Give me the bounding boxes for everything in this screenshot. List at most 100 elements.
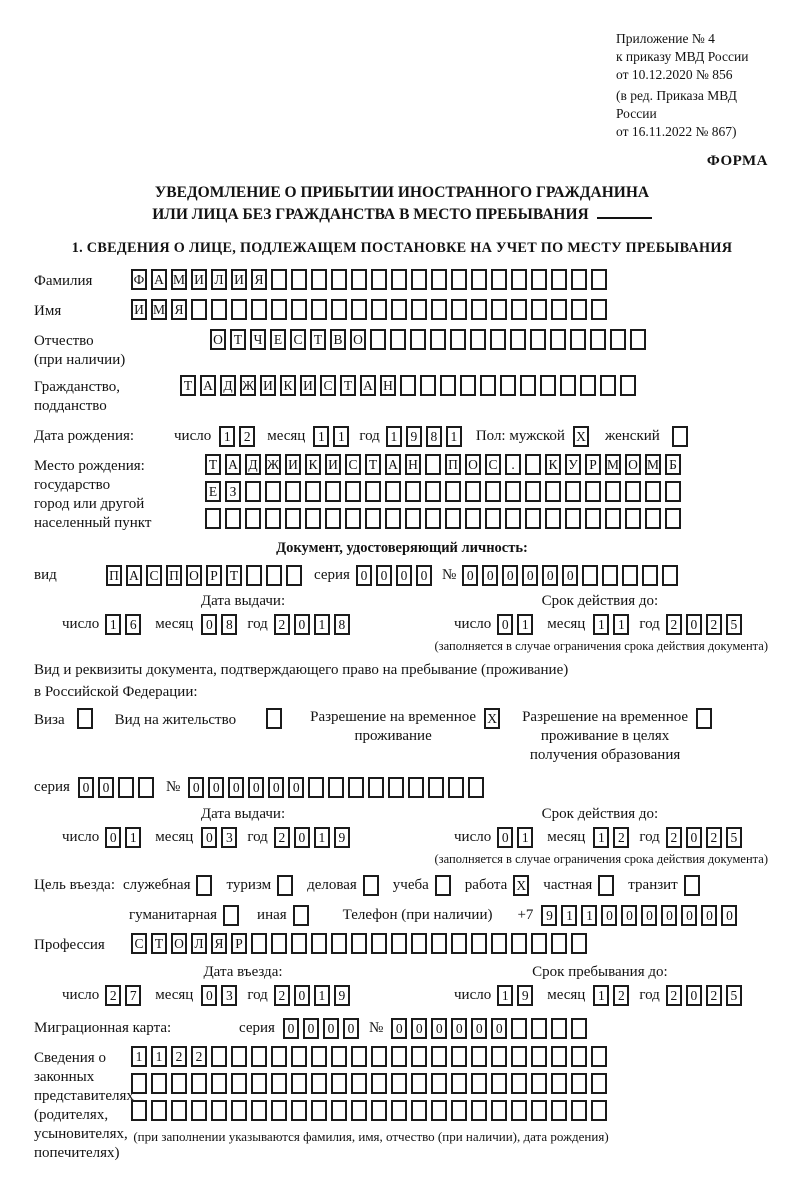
char-box[interactable]: О — [210, 329, 226, 350]
char-box[interactable] — [625, 481, 641, 502]
char-box[interactable] — [510, 329, 526, 350]
char-box[interactable] — [471, 269, 487, 290]
char-box[interactable] — [305, 481, 321, 502]
char-box[interactable] — [271, 933, 287, 954]
char-box[interactable] — [470, 329, 486, 350]
char-box[interactable]: 0 — [201, 827, 218, 848]
char-box[interactable]: 2 — [171, 1046, 187, 1067]
char-box[interactable] — [291, 1046, 307, 1067]
char-box[interactable] — [431, 933, 447, 954]
char-box[interactable] — [551, 299, 567, 320]
char-box[interactable]: С — [345, 454, 361, 475]
char-box[interactable]: 0 — [201, 985, 218, 1006]
char-box[interactable] — [465, 508, 481, 529]
char-box[interactable] — [371, 299, 387, 320]
char-box[interactable] — [231, 1100, 247, 1121]
char-box[interactable]: 0 — [77, 777, 94, 798]
char-box[interactable]: 1 — [313, 426, 330, 447]
char-box[interactable] — [570, 329, 586, 350]
char-box[interactable] — [331, 1100, 347, 1121]
char-box[interactable] — [371, 933, 387, 954]
char-box[interactable] — [311, 299, 327, 320]
char-box[interactable] — [451, 1073, 467, 1094]
char-box[interactable]: Л — [211, 269, 227, 290]
char-box[interactable]: 2 — [665, 614, 682, 635]
char-box[interactable]: 0 — [497, 614, 514, 635]
char-box[interactable] — [246, 565, 262, 586]
char-box[interactable]: 9 — [517, 985, 534, 1006]
char-box[interactable] — [196, 875, 213, 896]
char-box[interactable]: 0 — [685, 614, 702, 635]
char-box[interactable] — [531, 1018, 548, 1039]
char-box[interactable] — [271, 269, 287, 290]
char-box[interactable]: 1 — [593, 985, 610, 1006]
char-box[interactable] — [191, 1073, 207, 1094]
char-box[interactable]: 0 — [188, 777, 205, 798]
char-box[interactable] — [431, 269, 447, 290]
char-box[interactable]: 2 — [239, 426, 256, 447]
char-box[interactable]: З — [225, 481, 241, 502]
char-box[interactable]: 7 — [125, 985, 142, 1006]
char-box[interactable]: 0 — [681, 905, 698, 926]
char-box[interactable] — [331, 933, 347, 954]
char-box[interactable] — [696, 708, 713, 729]
char-box[interactable] — [465, 481, 481, 502]
char-box[interactable] — [271, 1073, 287, 1094]
char-box[interactable]: Л — [191, 933, 207, 954]
char-box[interactable] — [585, 481, 601, 502]
char-box[interactable] — [365, 481, 381, 502]
char-box[interactable] — [445, 481, 461, 502]
char-box[interactable] — [491, 1073, 507, 1094]
char-box[interactable]: 1 — [385, 426, 402, 447]
char-box[interactable] — [266, 708, 283, 729]
char-box[interactable] — [291, 933, 307, 954]
char-box[interactable]: 1 — [517, 614, 534, 635]
char-box[interactable]: И — [260, 375, 276, 396]
char-box[interactable] — [291, 299, 307, 320]
char-box[interactable] — [665, 481, 681, 502]
char-box[interactable]: Т — [365, 454, 381, 475]
char-box[interactable] — [385, 481, 401, 502]
char-box[interactable] — [345, 508, 361, 529]
char-box[interactable]: 0 — [208, 777, 225, 798]
char-box[interactable]: 3 — [221, 985, 238, 1006]
char-box[interactable] — [311, 1073, 327, 1094]
char-box[interactable]: М — [151, 299, 167, 320]
char-box[interactable]: 0 — [355, 565, 372, 586]
char-box[interactable] — [351, 1100, 367, 1121]
char-box[interactable] — [348, 777, 365, 798]
char-box[interactable] — [451, 1100, 467, 1121]
char-box[interactable]: 2 — [665, 827, 682, 848]
char-box[interactable] — [451, 933, 467, 954]
char-box[interactable]: Д — [220, 375, 236, 396]
char-box[interactable]: Д — [245, 454, 261, 475]
char-box[interactable] — [345, 481, 361, 502]
char-box[interactable] — [451, 269, 467, 290]
char-box[interactable]: 2 — [273, 985, 290, 1006]
char-box[interactable] — [286, 565, 302, 586]
char-box[interactable] — [485, 481, 501, 502]
char-box[interactable] — [551, 1018, 568, 1039]
char-box[interactable] — [571, 933, 587, 954]
char-box[interactable] — [460, 375, 476, 396]
char-box[interactable]: 0 — [562, 565, 579, 586]
char-box[interactable] — [391, 269, 407, 290]
char-box[interactable]: О — [171, 933, 187, 954]
char-box[interactable] — [311, 269, 327, 290]
char-box[interactable]: А — [385, 454, 401, 475]
char-box[interactable] — [468, 777, 485, 798]
char-box[interactable] — [642, 565, 659, 586]
char-box[interactable] — [425, 454, 441, 475]
char-box[interactable] — [351, 1046, 367, 1067]
char-box[interactable] — [645, 481, 661, 502]
char-box[interactable] — [351, 1073, 367, 1094]
char-box[interactable]: Р — [585, 454, 601, 475]
char-box[interactable] — [371, 1100, 387, 1121]
char-box[interactable] — [571, 1073, 587, 1094]
char-box[interactable]: 0 — [522, 565, 539, 586]
char-box[interactable] — [591, 299, 607, 320]
char-box[interactable] — [391, 299, 407, 320]
char-box[interactable]: 0 — [601, 905, 618, 926]
char-box[interactable] — [500, 375, 516, 396]
char-box[interactable] — [531, 1100, 547, 1121]
